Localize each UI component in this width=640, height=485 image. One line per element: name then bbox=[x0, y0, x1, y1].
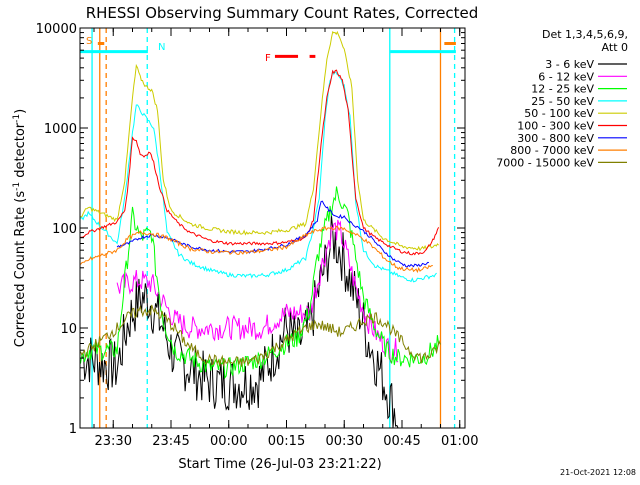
series-line-4 bbox=[80, 30, 439, 252]
y-tick-label-1: 10 bbox=[60, 322, 77, 337]
y-axis-label: Corrected Count Rate (s-1 detector-1) bbox=[12, 109, 28, 347]
axes-layer: 1 10 100 1000 10000 23:30 23:45 00:00 00:15 00:30… bbox=[36, 22, 479, 449]
series-line-0 bbox=[81, 214, 399, 429]
plot-lines-layer bbox=[80, 28, 456, 428]
legend-label-7: 800 - 7000 keV bbox=[510, 144, 594, 157]
legend-label-1: 6 - 12 keV bbox=[538, 70, 594, 83]
marker-f: F bbox=[265, 53, 271, 64]
y-tick-label-0: 1 bbox=[69, 422, 77, 437]
legend-label-5: 100 - 300 keV bbox=[517, 120, 594, 133]
chart-title: RHESSI Observing Summary Count Rates, Co… bbox=[86, 4, 479, 22]
legend-label-8: 7000 - 15000 keV bbox=[496, 156, 594, 169]
series-line-3 bbox=[80, 70, 437, 283]
x-tick-label-2: 00:00 bbox=[210, 434, 247, 449]
legend-label-6: 300 - 800 keV bbox=[517, 132, 594, 145]
series-line-1 bbox=[116, 219, 399, 363]
legend-label-3: 25 - 50 keV bbox=[531, 95, 594, 108]
x-tick-label-1: 23:45 bbox=[152, 434, 189, 449]
y-tick-label-4: 10000 bbox=[36, 22, 77, 37]
y-tick-label-2: 100 bbox=[52, 222, 77, 237]
plot-series-layer bbox=[80, 30, 441, 429]
x-tick-label-3: 00:15 bbox=[268, 434, 305, 449]
y-tick-label-3: 1000 bbox=[44, 122, 77, 137]
legend-label-2: 12 - 25 keV bbox=[531, 83, 594, 96]
series-line-5 bbox=[80, 69, 440, 256]
legend-label-4: 50 - 100 keV bbox=[524, 107, 594, 120]
legend-header-line-1: Det 1,3,4,5,6,9, bbox=[542, 28, 628, 41]
x-tick-label-5: 00:45 bbox=[383, 434, 420, 449]
x-tick-label-6: 01:00 bbox=[441, 434, 478, 449]
x-tick-label-0: 23:30 bbox=[95, 434, 132, 449]
x-tick-label-4: 00:30 bbox=[326, 434, 363, 449]
marker-s: S bbox=[86, 36, 92, 47]
x-axis-label: Start Time (26-Jul-03 23:21:22) bbox=[178, 457, 381, 472]
legend-label-0: 3 - 6 keV bbox=[545, 58, 594, 71]
marker-n: N bbox=[158, 42, 165, 53]
footer-date: 21-Oct-2021 12:08 bbox=[560, 468, 636, 477]
legend-header-line-2: Att 0 bbox=[602, 41, 628, 54]
plot-markers-layer: S N F bbox=[86, 36, 271, 64]
series-line-8 bbox=[80, 304, 441, 367]
series-line-7 bbox=[80, 225, 433, 274]
